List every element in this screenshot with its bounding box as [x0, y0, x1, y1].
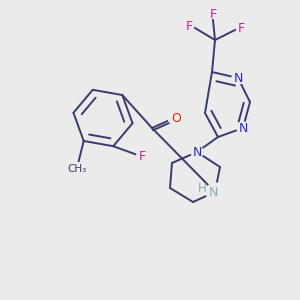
Circle shape	[191, 146, 203, 158]
Text: H: H	[198, 182, 206, 196]
Text: N: N	[233, 71, 243, 85]
Text: CH₃: CH₃	[67, 164, 86, 174]
Text: N: N	[208, 185, 218, 199]
Circle shape	[232, 72, 244, 84]
Circle shape	[206, 183, 224, 201]
Text: F: F	[237, 22, 244, 34]
Text: F: F	[209, 8, 217, 20]
Text: N: N	[192, 146, 202, 158]
Circle shape	[168, 112, 180, 124]
Text: O: O	[171, 112, 181, 124]
Text: F: F	[185, 20, 193, 32]
Circle shape	[237, 122, 249, 134]
Text: N: N	[238, 122, 248, 134]
Text: F: F	[139, 150, 146, 163]
